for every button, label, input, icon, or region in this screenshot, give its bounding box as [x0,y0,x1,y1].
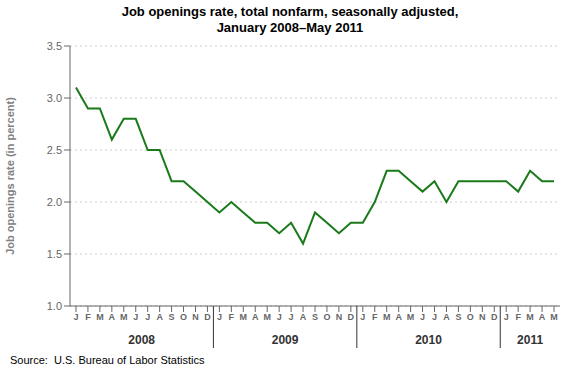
svg-text:F: F [229,312,235,322]
svg-text:A: A [443,312,450,322]
svg-text:F: F [515,312,521,322]
svg-text:2.5: 2.5 [47,144,62,156]
svg-text:2011: 2011 [517,333,543,347]
svg-text:M: M [526,312,534,322]
svg-text:F: F [372,312,378,322]
svg-text:N: N [479,312,486,322]
html-text:Source: U.S. Bureau of Labor S: Source: U.S. Bureau of Labor Statistics [10,354,205,366]
svg-text:F: F [85,312,91,322]
svg-text:M: M [263,312,271,322]
svg-text:O: O [323,312,330,322]
svg-text:J: J [420,312,425,322]
svg-text:D: D [348,312,355,322]
svg-text:M: M [96,312,104,322]
svg-text:2010: 2010 [415,333,442,347]
html-text:Job openings rate, total nonfa: Job openings rate, total nonfarm, season… [121,4,459,19]
svg-text:N: N [336,312,343,322]
svg-text:Job openings rate (in percent): Job openings rate (in percent) [8,97,16,255]
svg-text:2008: 2008 [128,333,155,347]
svg-text:J: J [145,312,150,322]
svg-text:J: J [217,312,222,322]
svg-text:J: J [277,312,282,322]
svg-text:M: M [383,312,391,322]
svg-text:M: M [407,312,415,322]
svg-text:O: O [180,312,187,322]
svg-text:A: A [539,312,546,322]
svg-text:A: A [252,312,259,322]
svg-text:O: O [467,312,474,322]
svg-text:1.0: 1.0 [47,300,62,312]
svg-text:M: M [550,312,558,322]
svg-text:J: J [73,312,78,322]
svg-text:D: D [204,312,211,322]
svg-text:S: S [312,312,318,322]
svg-text:J: J [432,312,437,322]
svg-text:S: S [169,312,175,322]
svg-text:3.5: 3.5 [47,40,62,52]
svg-text:J: J [504,312,509,322]
svg-text:A: A [300,312,307,322]
svg-text:2.0: 2.0 [47,196,62,208]
svg-text:J: J [133,312,138,322]
svg-text:S: S [455,312,461,322]
svg-text:A: A [156,312,163,322]
svg-text:3.0: 3.0 [47,92,62,104]
html-text:January 2008–May 2011: January 2008–May 2011 [216,20,364,35]
svg-text:1.5: 1.5 [47,248,62,260]
svg-text:M: M [120,312,128,322]
svg-text:N: N [192,312,199,322]
svg-text:2009: 2009 [272,333,299,347]
svg-text:A: A [395,312,402,322]
svg-text:M: M [240,312,248,322]
svg-text:J: J [360,312,365,322]
svg-text:D: D [491,312,498,322]
svg-text:J: J [289,312,294,322]
svg-text:A: A [109,312,116,322]
